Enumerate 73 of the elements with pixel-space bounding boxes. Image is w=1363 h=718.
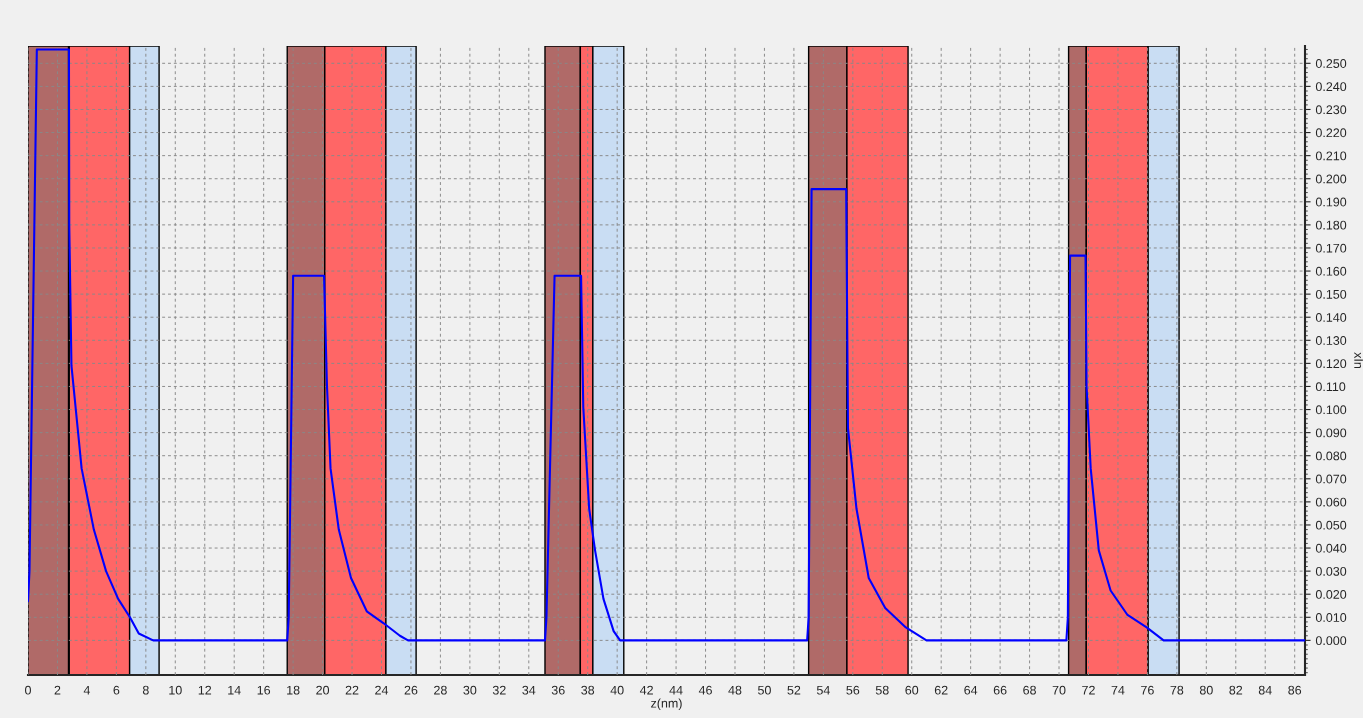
x-tick-label: 20 (316, 685, 330, 695)
x-tick-label: 74 (1111, 685, 1125, 695)
y-tick-label: 0.230 (1315, 105, 1347, 115)
x-tick-label: 68 (1023, 685, 1036, 695)
y-tick-label: 0.190 (1315, 197, 1347, 207)
x-tick-label: 86 (1288, 685, 1302, 695)
x-tick-label: 58 (875, 685, 889, 695)
y-tick-label: 0.110 (1315, 382, 1346, 392)
x-tick-label: 40 (610, 685, 624, 695)
x-tick-label: 18 (287, 685, 300, 695)
x-tick-label: 0 (25, 685, 31, 695)
x-tick-label: 54 (816, 685, 830, 695)
y-tick-label: 0.170 (1315, 243, 1347, 253)
y-tick-label: 0.120 (1315, 359, 1347, 369)
y-tick-label: 0.130 (1315, 336, 1347, 345)
x-tick-label: 78 (1170, 685, 1184, 695)
y-tick-label: 0.220 (1315, 128, 1347, 138)
y-tick-label: 0.140 (1315, 313, 1347, 322)
y-tick-label: 0.240 (1315, 82, 1347, 92)
x-tick-label: 46 (698, 685, 712, 695)
y-tick-label: 0.100 (1315, 405, 1347, 415)
x-tick-label: 48 (728, 685, 742, 695)
x-tick-label: 44 (669, 685, 683, 695)
x-tick-label: 2 (54, 685, 61, 695)
x-tick-label: 42 (639, 685, 653, 695)
x-tick-label: 22 (345, 685, 359, 695)
y-tick-label: 0.010 (1315, 613, 1347, 622)
y-tick-label: 0.200 (1315, 174, 1347, 184)
y-tick-label: 0.050 (1315, 520, 1347, 530)
x-tick-label: 76 (1141, 685, 1154, 695)
x-tick-label: 72 (1082, 685, 1095, 695)
x-tick-label: 36 (551, 685, 565, 695)
x-tick-label: 10 (169, 685, 182, 695)
y-tick-label: 0.250 (1315, 59, 1347, 68)
x-tick-label: 16 (257, 685, 271, 695)
y-tick-label: 0.210 (1315, 151, 1347, 161)
x-tick-label: 28 (434, 685, 447, 695)
y-tick-label: 0.150 (1315, 289, 1347, 299)
x-tick-label: 34 (522, 685, 536, 695)
x-tick-label: 6 (113, 685, 120, 695)
y-tick-label: 0.030 (1315, 566, 1347, 576)
x-tick-label: 24 (375, 685, 389, 695)
x-tick-label: 8 (142, 685, 149, 695)
x-tick-label: 84 (1258, 685, 1272, 695)
x-tick-label: 52 (787, 685, 801, 695)
x-tick-label: 80 (1199, 685, 1213, 695)
y-tick-label: 0.180 (1315, 220, 1347, 230)
y-tick-label: 0.000 (1315, 636, 1347, 646)
x-axis-title: z(nm) (651, 698, 682, 711)
x-tick-label: 12 (198, 685, 212, 695)
y-tick-label: 0.040 (1315, 543, 1347, 553)
x-tick-label: 30 (463, 685, 477, 695)
x-tick-label: 66 (993, 685, 1007, 695)
x-tick-label: 32 (492, 685, 506, 695)
x-tick-label: 82 (1229, 685, 1243, 695)
y-tick-label: 0.070 (1315, 474, 1347, 484)
x-tick-label: 38 (581, 685, 595, 695)
x-tick-label: 64 (964, 685, 978, 695)
x-tick-label: 56 (846, 685, 860, 695)
x-tick-label: 26 (404, 685, 418, 695)
y-tick-label: 0.160 (1315, 266, 1347, 276)
x-tick-label: 62 (934, 685, 948, 695)
x-tick-label: 14 (228, 685, 241, 695)
line-series (28, 48, 1305, 642)
y-tick-label: 0.060 (1315, 497, 1347, 507)
y-tick-label: 0.080 (1315, 451, 1347, 461)
y-tick-label: 0.020 (1315, 590, 1347, 599)
x-tick-label: 70 (1052, 685, 1066, 695)
y-axis-title: xIn (1354, 352, 1363, 369)
x-tick-label: 60 (905, 685, 919, 695)
y-tick-label: 0.090 (1315, 428, 1347, 438)
x-tick-label: 4 (83, 685, 91, 695)
x-tick-label: 50 (758, 685, 771, 695)
